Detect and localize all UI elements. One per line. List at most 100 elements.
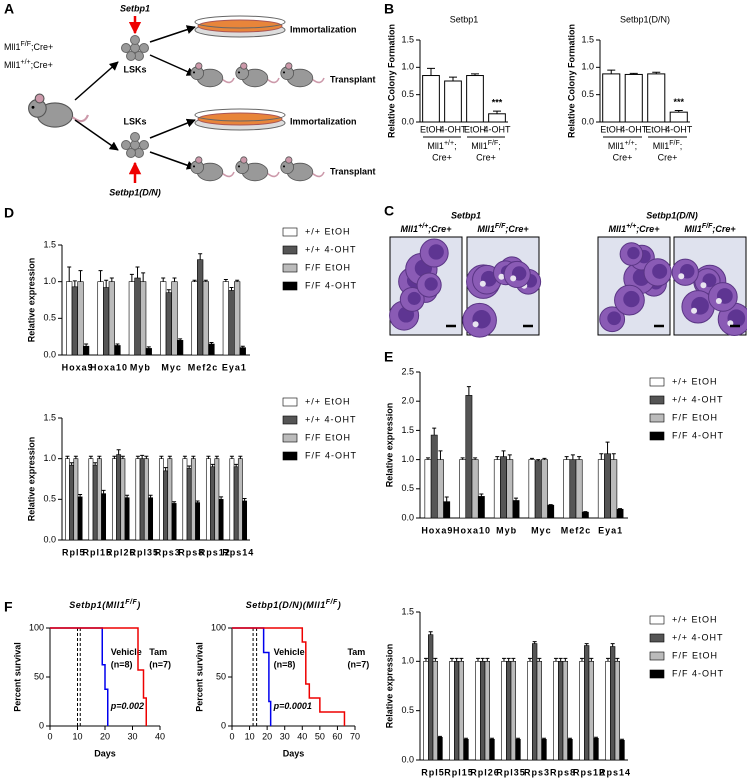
error-bar <box>615 657 620 662</box>
chart-title: Setbp1(D/N) <box>620 14 670 24</box>
superscript: +/+ <box>444 140 454 147</box>
error-bar <box>564 456 569 460</box>
cell-nucleus <box>424 277 438 291</box>
curve-label: (n=7) <box>149 660 171 670</box>
bar <box>562 661 568 761</box>
error-bar <box>104 279 109 288</box>
bar <box>83 345 90 356</box>
lsk-cell <box>139 140 149 150</box>
y-axis-label: Relative Colony Formation <box>386 24 396 138</box>
bar <box>569 459 577 519</box>
vacuole <box>498 273 505 280</box>
error-bar <box>433 657 438 662</box>
legend-swatch <box>649 633 665 643</box>
bar <box>163 470 169 541</box>
x-tick-label: 70 <box>350 731 360 741</box>
text-part: Setbp1(Mll1 <box>69 600 125 610</box>
bar <box>96 458 102 541</box>
y-tick-label: 2.0 <box>401 396 414 406</box>
error-bar <box>511 657 516 662</box>
y-tick-label: 0.5 <box>43 313 56 323</box>
error-bar <box>532 641 537 644</box>
p-value: p=0.002 <box>110 701 144 711</box>
legend-label: F/F EtOH <box>672 412 718 422</box>
bar <box>454 661 460 761</box>
bar <box>197 259 204 356</box>
superscript: F/F <box>125 599 137 606</box>
x-tick-label: Hoxa9 <box>62 362 94 372</box>
y-axis-label: Relative expression <box>384 403 394 488</box>
error-bar <box>69 462 74 466</box>
y-tick-label: 2.5 <box>401 366 414 376</box>
x-tick-label: EtOH <box>645 124 667 134</box>
bar <box>186 468 192 541</box>
text-part: ;Cre+ <box>31 60 53 70</box>
bar <box>588 661 594 761</box>
error-bar <box>501 450 506 457</box>
bar <box>135 458 141 541</box>
legend-swatch <box>649 413 665 423</box>
mouse-icon <box>235 156 280 182</box>
error-bar <box>501 657 506 662</box>
x-tick-label: 4-OHT <box>665 124 693 134</box>
legend-swatch <box>649 377 665 387</box>
error-bar <box>159 455 164 459</box>
text-part: ;Cre+ <box>505 224 529 234</box>
bar <box>669 111 688 123</box>
mouse-ear <box>34 93 45 104</box>
bar <box>647 73 666 123</box>
bar <box>614 661 620 761</box>
lsk-cell <box>126 148 136 158</box>
y-tick-label: 1.0 <box>401 656 414 666</box>
mouse-tail <box>222 77 235 84</box>
error-bar <box>514 497 519 501</box>
legend-swatch <box>282 263 298 273</box>
bar <box>430 434 438 519</box>
x-tick-label: Rps14 <box>599 767 631 777</box>
mouse-ear <box>285 156 293 164</box>
superscript: +/+ <box>624 140 634 147</box>
panel-label: A <box>4 1 14 17</box>
bar <box>101 493 107 541</box>
text-part: Mll1 <box>653 141 670 151</box>
x-tick-label: 10 <box>245 731 255 741</box>
bar <box>233 466 239 541</box>
error-bar <box>98 270 103 282</box>
panel-label: D <box>4 205 14 221</box>
bar <box>195 502 201 541</box>
bar <box>624 73 643 123</box>
legend-label: F/F 4-OHT <box>305 450 357 460</box>
mouse-tail <box>267 77 280 84</box>
bar <box>165 292 172 356</box>
error-bar <box>219 496 224 500</box>
superscript: F/F <box>488 140 499 147</box>
bar <box>73 458 79 541</box>
x-tick-label: 30 <box>127 731 137 741</box>
bar <box>527 661 533 761</box>
panel-label: F <box>4 599 13 615</box>
error-bar <box>116 449 121 455</box>
x-tick-label: Rpl15 <box>82 547 112 557</box>
cell-nucleus <box>407 291 421 305</box>
mouse-icon <box>190 62 235 88</box>
bar <box>239 347 246 356</box>
significance: *** <box>673 97 684 107</box>
mouse-icon <box>190 156 235 182</box>
x-tick-label: Rpl26 <box>106 547 136 557</box>
legend-swatch <box>649 615 665 625</box>
text-part: ; <box>680 141 683 151</box>
bar <box>547 504 555 519</box>
bar <box>71 286 78 356</box>
bar <box>103 287 110 356</box>
bar <box>167 458 173 541</box>
legend-label: F/F 4-OHT <box>305 280 357 290</box>
bar <box>64 458 70 541</box>
legend-swatch <box>649 431 665 441</box>
y-axis-label: Percent survival <box>12 642 22 712</box>
arrow <box>149 25 196 43</box>
error-bar <box>93 462 98 466</box>
cell-nucleus <box>652 263 668 279</box>
chart-title: Setbp1 <box>450 14 479 24</box>
bar <box>567 738 573 761</box>
